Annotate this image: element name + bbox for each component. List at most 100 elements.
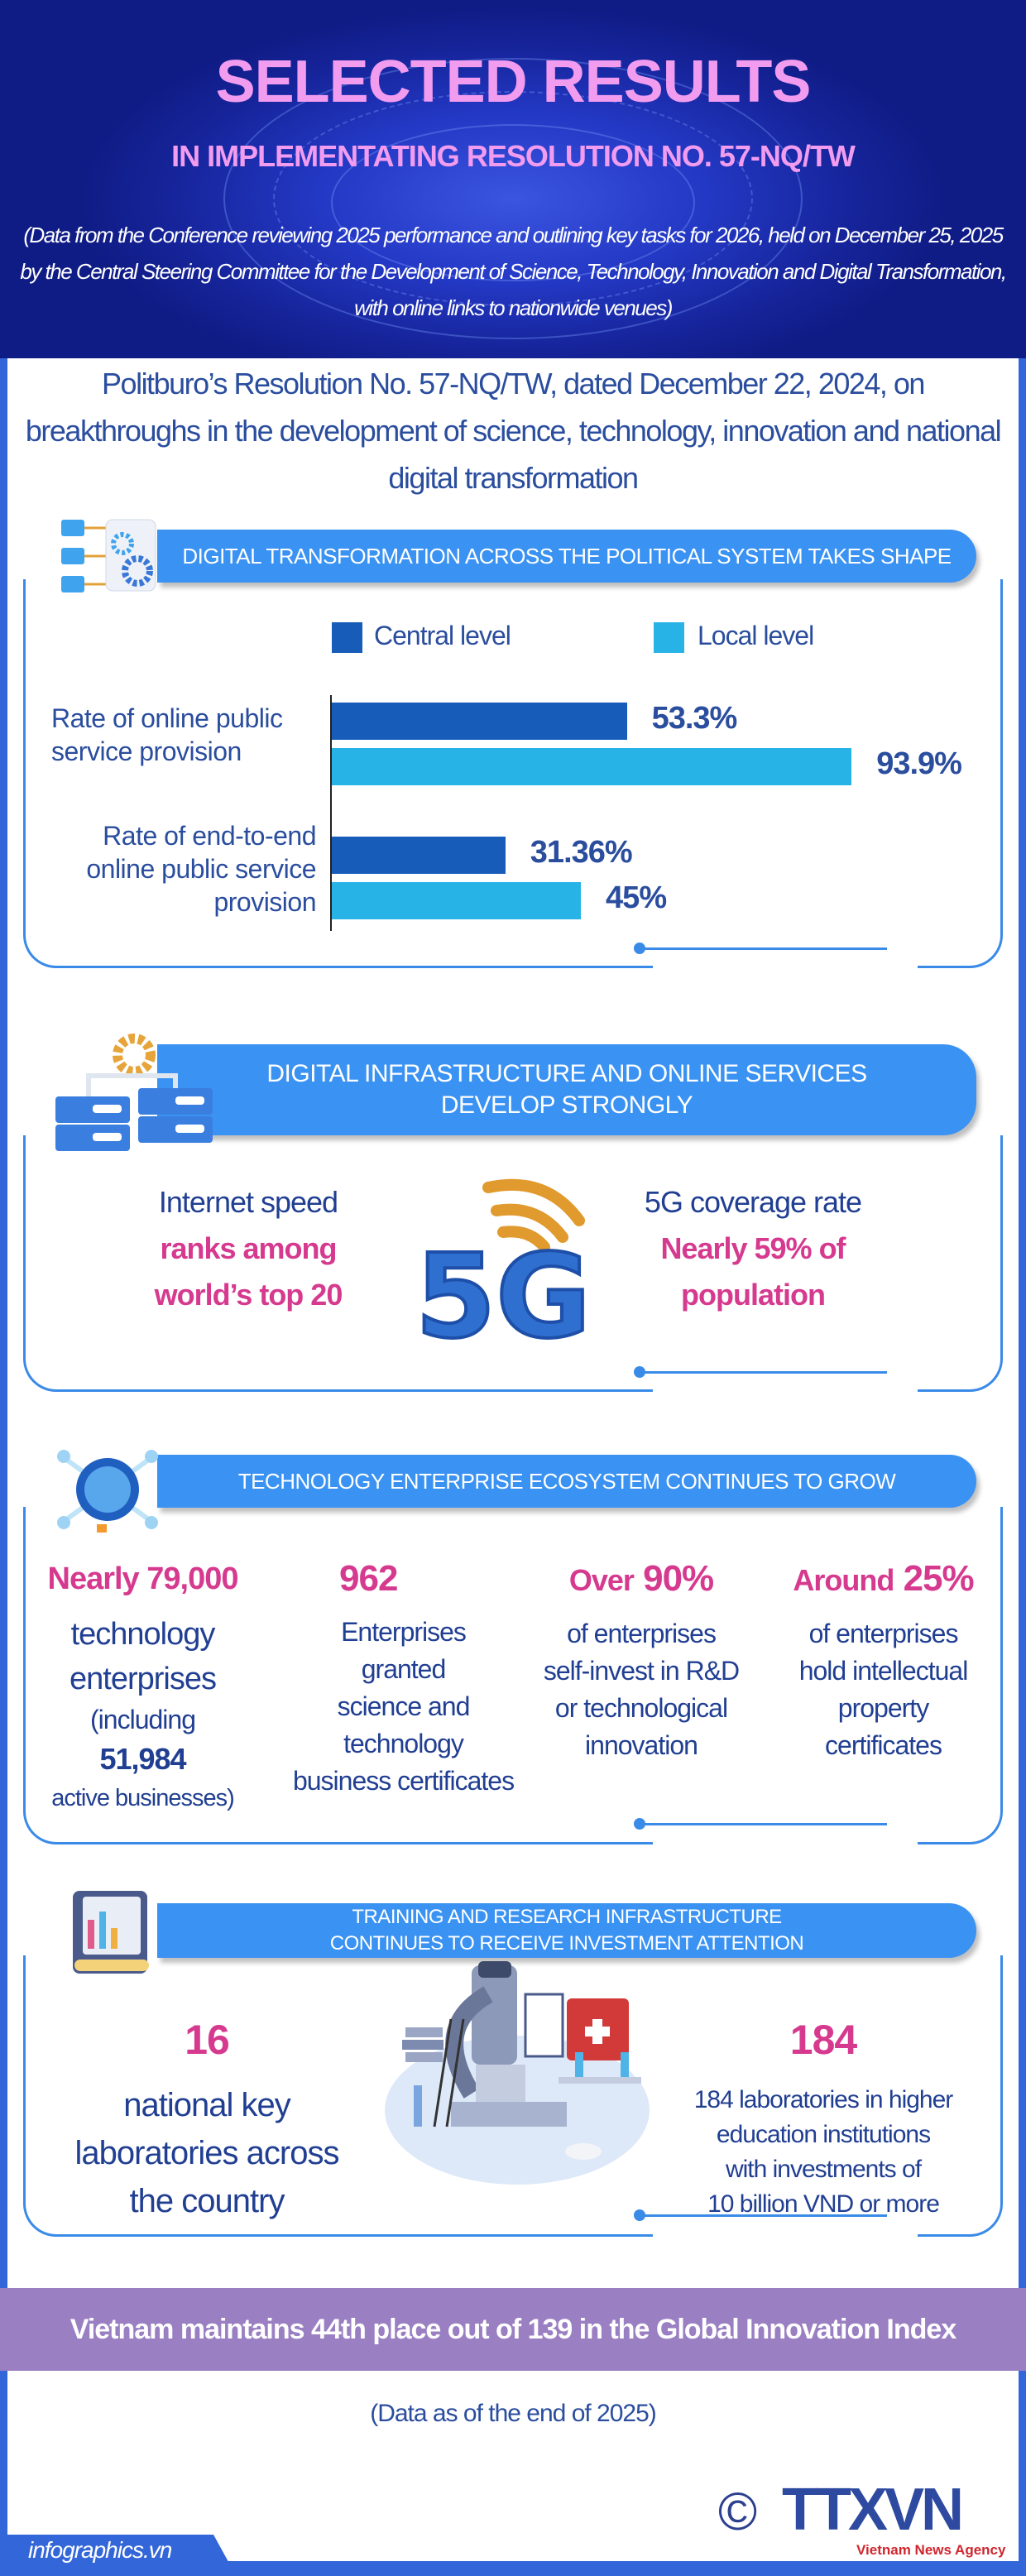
stat-label: Internet speed xyxy=(158,1185,338,1219)
stat-value: 16 xyxy=(185,2017,230,2063)
footer-bar xyxy=(0,2561,1026,2576)
section2-banner: DIGITAL INFRASTRUCTURE AND ONLINE SERVIC… xyxy=(157,1044,976,1135)
stat-prefix: Over xyxy=(568,1563,635,1597)
bar-local xyxy=(332,748,852,785)
frame-left xyxy=(0,358,7,2576)
section4-box xyxy=(23,1955,1003,2237)
section3-box xyxy=(23,1507,1003,1844)
section4-banner-line: TRAINING AND RESEARCH INFRASTRUCTURE xyxy=(352,1906,782,1928)
decor-line xyxy=(639,947,887,950)
page-title: SELECTED RESULTS xyxy=(215,49,812,115)
legend-central-swatch xyxy=(332,622,362,653)
stat-text: hold intellectual xyxy=(798,1656,969,1686)
decorative-ring xyxy=(331,124,695,281)
internet-speed-stat: Internet speed ranks among world’s top 2… xyxy=(99,1179,397,1318)
legend-central-label: Central level xyxy=(374,621,511,650)
stat-value: Nearly 79,000 xyxy=(47,1561,239,1596)
stat-text: of enterprises xyxy=(567,1619,717,1648)
section4-banner-line: CONTINUES TO RECEIVE INVESTMENT ATTENTIO… xyxy=(329,1932,804,1955)
header xyxy=(0,0,1026,358)
5g-signal-icon: 5G xyxy=(414,1178,592,1345)
stat-value: 184 xyxy=(789,2017,857,2063)
stat-text: innovation xyxy=(585,1730,698,1760)
bar-central xyxy=(332,837,506,874)
decorative-ring xyxy=(273,91,753,306)
section3-banner-text: TECHNOLOGY ENTERPRISE ECOSYSTEM CONTINUE… xyxy=(237,1469,896,1494)
section2-box xyxy=(23,1135,1003,1392)
page-subtitle: IN IMPLEMENTATING RESOLUTION NO. 57-NQ/T… xyxy=(171,139,856,173)
section2-banner-line: DEVELOP STRONGLY xyxy=(440,1091,693,1119)
stat-text: education institutions xyxy=(716,2121,931,2148)
bar-value-label: 93.9% xyxy=(876,746,962,781)
network-ecosystem-icon xyxy=(57,1450,158,1533)
intro-note: (Data from the Conference reviewing 2025… xyxy=(20,223,1007,320)
stat-text: (including xyxy=(90,1705,196,1734)
stat-text: laboratories across xyxy=(74,2135,340,2171)
stat-value: 962 xyxy=(339,1558,398,1599)
5g-text: 5G xyxy=(415,1230,591,1345)
stat-text: Enterprises xyxy=(341,1617,467,1647)
stat-text: certificates xyxy=(825,1730,942,1760)
stat-text: business certificates xyxy=(292,1766,515,1796)
stat-text: or technological xyxy=(554,1693,728,1723)
stat-text: of enterprises xyxy=(808,1619,959,1648)
site-link[interactable]: infographics.vn xyxy=(28,2537,172,2563)
section3-banner: TECHNOLOGY ENTERPRISE ECOSYSTEM CONTINUE… xyxy=(157,1455,976,1508)
stat-text: technology xyxy=(70,1617,216,1652)
ttxvn-logo: TTXVN xyxy=(782,2477,964,2543)
gii-ranking-text: Vietnam maintains 44th place out of 139 … xyxy=(70,2313,956,2345)
ttxvn-logo-subtitle: Vietnam News Agency xyxy=(856,2542,1006,2558)
resolution-heading: Politburo’s Resolution No. 57-NQ/TW, dat… xyxy=(25,367,1002,495)
stat-national-labs: 16 national key laboratories across the … xyxy=(41,2007,372,2225)
stat-text: 184 laboratories in higher xyxy=(693,2086,954,2113)
stat-certified-enterprises: 962 Enterprises granted science and tech… xyxy=(285,1554,521,1800)
stat-text: enterprises xyxy=(70,1662,217,1696)
stat-ip-certificates: Around 25% of enterprises hold intellect… xyxy=(765,1554,1001,1764)
5g-coverage-stat: 5G coverage rate Nearly 59% of populatio… xyxy=(621,1179,885,1318)
stat-rnd-investment: Over 90% of enterprises self-invest in R… xyxy=(525,1554,757,1764)
copyright-icon: © xyxy=(718,2482,758,2541)
decor-line xyxy=(639,1371,887,1374)
stat-value: ranks among xyxy=(160,1231,337,1265)
stat-value: population xyxy=(681,1278,826,1312)
decor-dot xyxy=(634,2209,645,2221)
section1-banner-text: DIGITAL TRANSFORMATION ACROSS THE POLITI… xyxy=(182,544,952,568)
stat-label: 5G coverage rate xyxy=(644,1185,862,1219)
legend-local-swatch xyxy=(654,622,684,653)
stat-text: self-invest in R&D xyxy=(543,1656,740,1686)
bar-value-label: 45% xyxy=(606,880,667,915)
category-label: Rate of online public service provision xyxy=(51,703,283,766)
section2-banner-line: DIGITAL INFRASTRUCTURE AND ONLINE SERVIC… xyxy=(266,1060,867,1087)
stat-university-labs: 184 184 laboratories in higher education… xyxy=(658,2007,989,2222)
stat-text: the country xyxy=(129,2183,285,2219)
bar-value-label: 31.36% xyxy=(530,835,633,870)
category-label: Rate of end-to-end online public service… xyxy=(86,821,316,917)
stat-text: granted xyxy=(361,1654,447,1684)
chart-axis xyxy=(330,695,332,931)
gear-flowchart-icon xyxy=(61,519,156,592)
decor-line xyxy=(639,2214,887,2217)
bar-local xyxy=(332,882,582,919)
decor-line xyxy=(639,1823,887,1825)
data-date-note: (Data as of the end of 2025) xyxy=(370,2400,657,2427)
stat-text: property xyxy=(837,1693,929,1723)
stat-value: 90% xyxy=(643,1558,714,1599)
legend-local-label: Local level xyxy=(698,621,814,650)
bar-central xyxy=(332,703,627,740)
decor-dot xyxy=(634,1818,645,1830)
stat-text: national key xyxy=(123,2087,290,2123)
stat-text: active businesses) xyxy=(51,1785,235,1811)
stat-text: technology xyxy=(343,1729,464,1758)
stat-text: with investments of xyxy=(725,2156,922,2183)
section4-banner: TRAINING AND RESEARCH INFRASTRUCTURE CON… xyxy=(157,1903,976,1958)
decor-dot xyxy=(634,943,645,954)
stat-value: Nearly 59% of xyxy=(660,1231,846,1265)
decor-dot xyxy=(634,1366,645,1378)
stat-tech-enterprises: Nearly 79,000 technology enterprises (in… xyxy=(37,1554,248,1817)
gii-ranking-banner: Vietnam maintains 44th place out of 139 … xyxy=(0,2288,1026,2371)
bar-value-label: 53.3% xyxy=(651,701,738,736)
stat-sub-value: 51,984 xyxy=(99,1742,186,1776)
stat-value: world’s top 20 xyxy=(154,1278,343,1312)
stat-prefix: Around xyxy=(793,1563,894,1597)
server-gear-icon xyxy=(55,1034,213,1151)
